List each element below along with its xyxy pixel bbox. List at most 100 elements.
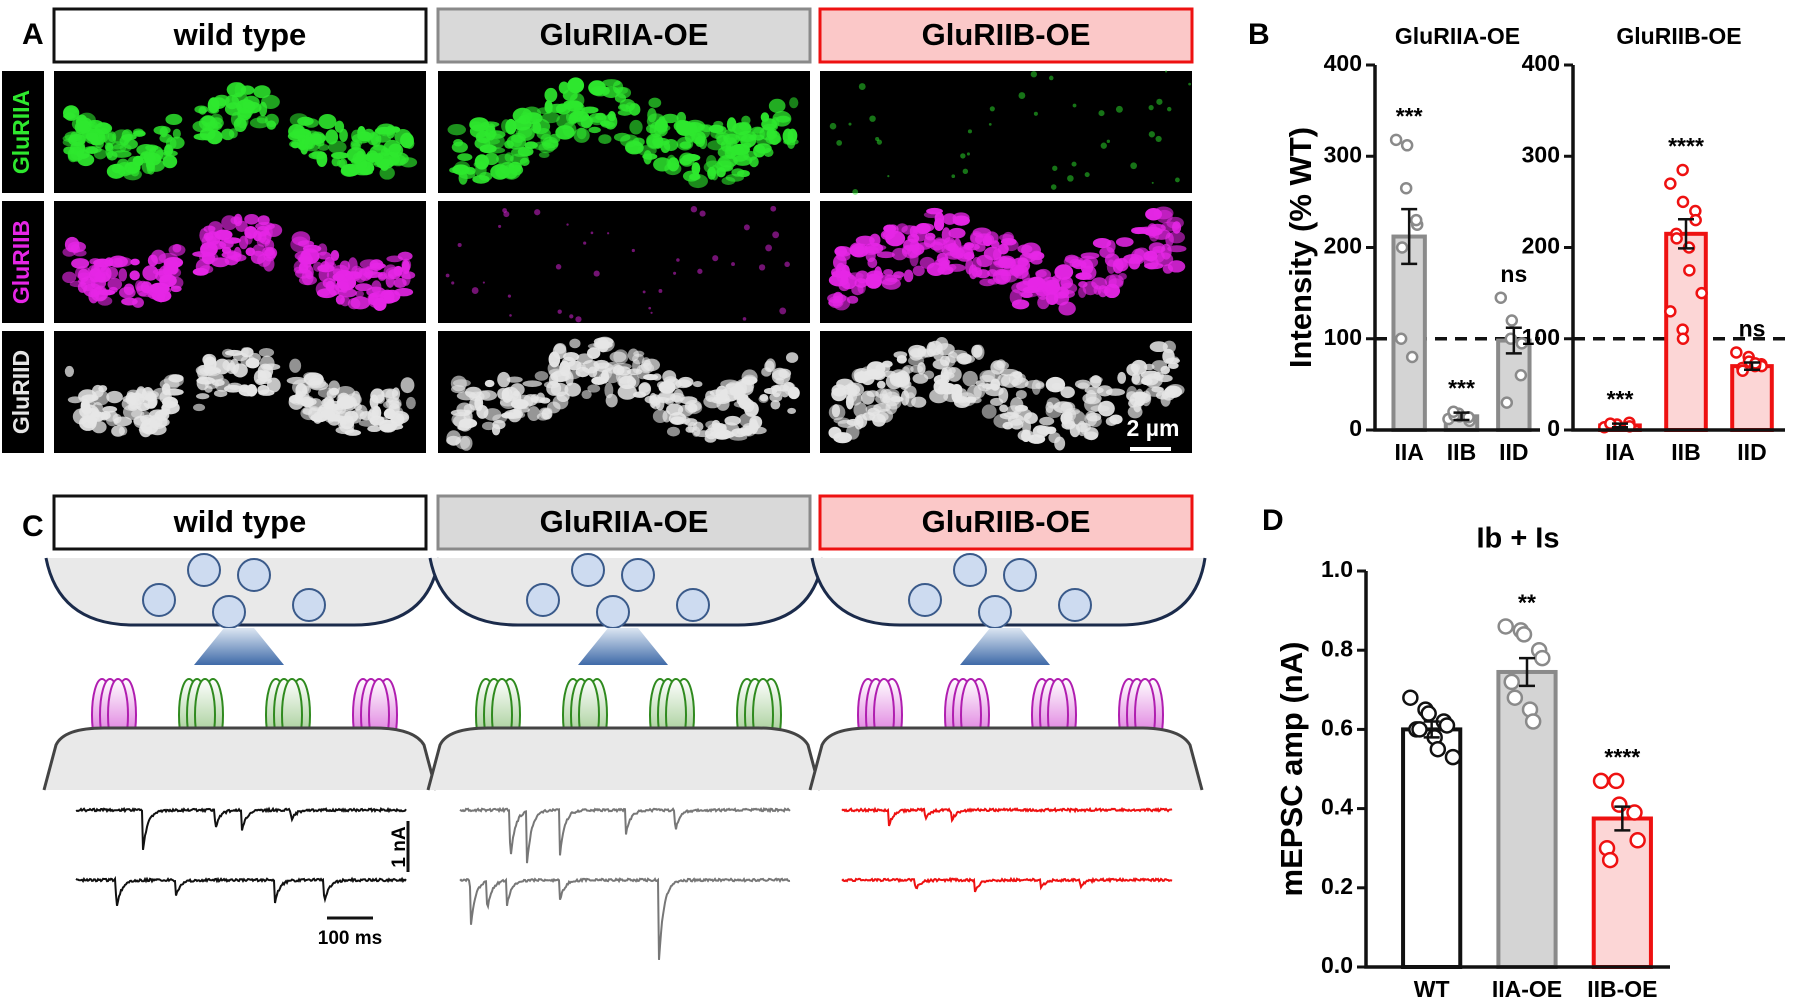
puncta <box>196 393 210 400</box>
current-trace <box>841 876 1173 893</box>
puncta <box>687 403 698 413</box>
puncta <box>1155 391 1170 400</box>
puncta <box>496 153 514 165</box>
data-point <box>1395 241 1409 254</box>
vesicle <box>676 588 710 622</box>
scale-bar-label: 2 µm <box>1127 415 1180 441</box>
puncta <box>164 144 174 156</box>
puncta <box>1052 165 1058 171</box>
puncta <box>117 158 129 170</box>
puncta <box>1017 429 1035 441</box>
data-point <box>1514 369 1528 382</box>
y-tick-label: 300 <box>1522 141 1560 167</box>
puncta <box>648 97 662 108</box>
current-trace <box>459 877 791 960</box>
puncta <box>226 82 247 98</box>
puncta <box>765 134 782 145</box>
puncta <box>119 286 136 299</box>
puncta <box>699 210 706 217</box>
puncta <box>397 251 413 261</box>
puncta <box>372 144 386 151</box>
puncta <box>690 205 698 213</box>
puncta <box>325 129 339 145</box>
puncta <box>385 389 395 403</box>
data-point <box>1664 305 1677 318</box>
puncta <box>1012 371 1023 379</box>
puncta <box>943 391 961 403</box>
puncta <box>475 161 487 178</box>
puncta <box>1017 244 1033 254</box>
header-label: wild type <box>173 504 307 539</box>
puncta <box>162 265 179 275</box>
puncta <box>772 231 780 239</box>
puncta <box>1064 254 1079 264</box>
vesicle <box>526 583 560 617</box>
puncta <box>740 134 757 148</box>
puncta <box>1131 374 1145 386</box>
puncta <box>1148 131 1156 138</box>
vesicle <box>953 553 987 587</box>
puncta <box>714 430 735 439</box>
puncta <box>743 224 750 231</box>
puncta <box>569 338 581 349</box>
data-point <box>1438 717 1456 734</box>
puncta <box>385 125 396 139</box>
puncta <box>847 272 864 280</box>
puncta <box>893 351 908 359</box>
puncta <box>1151 181 1154 184</box>
puncta <box>481 421 496 431</box>
puncta <box>581 389 592 400</box>
puncta <box>484 379 495 388</box>
puncta <box>221 128 235 141</box>
puncta <box>556 391 570 403</box>
puncta <box>661 113 679 124</box>
puncta <box>943 366 953 378</box>
puncta <box>87 414 98 427</box>
puncta <box>691 426 701 437</box>
puncta <box>502 208 507 213</box>
puncta <box>645 124 657 134</box>
puncta <box>1130 162 1137 170</box>
puncta <box>1035 269 1047 278</box>
channel-label: GluRIIA <box>8 90 34 174</box>
y-tick-label: 0.0 <box>1321 952 1353 978</box>
puncta <box>831 384 847 397</box>
puncta <box>469 121 483 130</box>
vesicle <box>292 588 326 622</box>
panel-label: A <box>22 18 44 51</box>
puncta <box>1143 250 1158 262</box>
channel-box <box>2 71 44 193</box>
puncta <box>989 106 995 112</box>
puncta <box>762 123 778 131</box>
puncta <box>851 368 865 383</box>
puncta <box>562 89 578 102</box>
puncta <box>1188 82 1191 86</box>
puncta <box>743 150 758 161</box>
data-point <box>1515 337 1529 350</box>
puncta <box>313 261 323 272</box>
puncta <box>136 280 150 297</box>
puncta <box>445 273 450 278</box>
puncta <box>617 384 637 400</box>
data-point <box>1402 689 1419 706</box>
puncta <box>328 140 347 154</box>
puncta <box>1067 175 1074 182</box>
puncta <box>332 273 346 282</box>
puncta <box>760 112 770 123</box>
puncta <box>960 153 966 159</box>
puncta <box>593 270 600 277</box>
puncta <box>482 137 500 145</box>
panel-label: B <box>1248 18 1270 51</box>
puncta <box>62 271 77 284</box>
puncta <box>846 295 859 304</box>
micrograph-signal <box>64 347 416 438</box>
puncta <box>867 257 878 269</box>
puncta <box>141 158 155 174</box>
puncta <box>1072 103 1077 108</box>
postsynaptic-outline <box>808 726 1204 791</box>
puncta <box>737 170 750 178</box>
puncta <box>1130 359 1148 375</box>
puncta <box>646 133 664 149</box>
puncta <box>492 419 506 430</box>
puncta <box>565 109 579 125</box>
